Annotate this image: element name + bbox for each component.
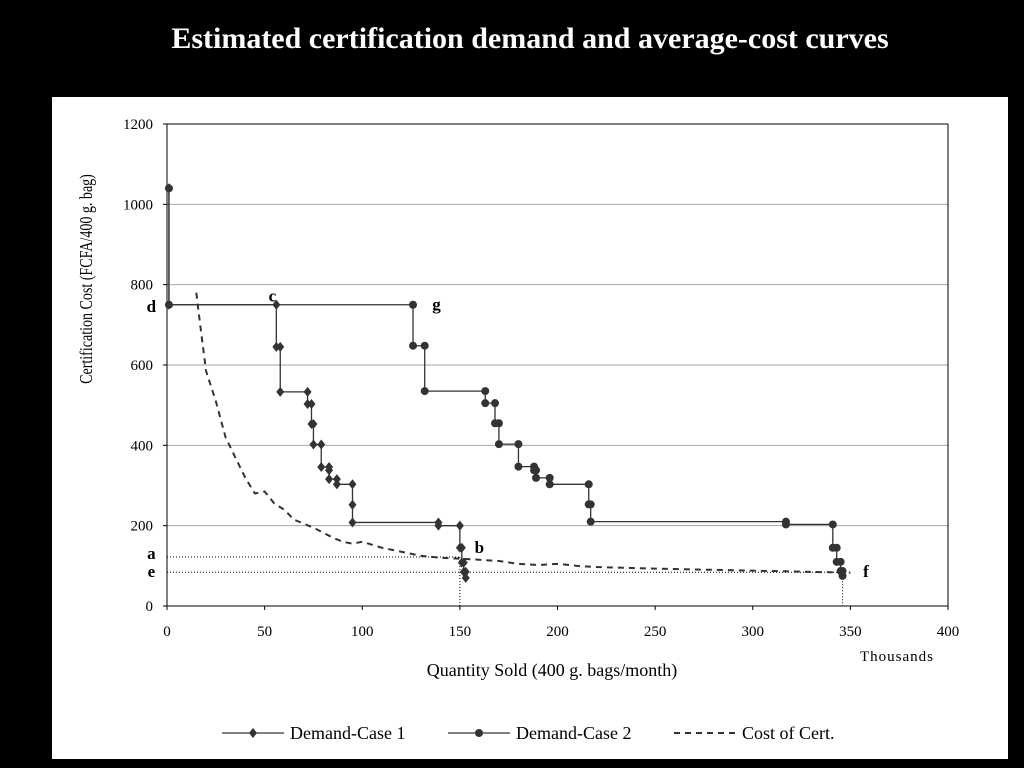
x-unit-label: Thousands: [860, 649, 934, 665]
data-point: [586, 500, 595, 509]
x-tick-label: 400: [937, 624, 960, 640]
data-point: [836, 557, 845, 566]
data-point: [481, 399, 490, 408]
legend: Demand-Case 1 Demand-Case 2 Cost of Cert.: [222, 723, 835, 743]
annotation-label: a: [147, 544, 156, 563]
x-tick-label: 200: [546, 624, 569, 640]
legend-marker: [475, 729, 483, 737]
y-tick-label: 1000: [123, 197, 153, 213]
series-line: [168, 188, 844, 576]
data-point: [545, 473, 554, 482]
annotation-label: d: [147, 297, 157, 316]
legend-item: Cost of Cert.: [674, 723, 835, 743]
data-point: [457, 542, 466, 553]
x-tick-labels: 0 50 100 150 200 250 300 350 400: [163, 606, 959, 640]
data-point: [164, 300, 173, 309]
series-demand-case-1: [164, 183, 470, 583]
y-tick-label: 200: [131, 519, 154, 535]
data-point: [494, 440, 503, 449]
data-point: [459, 557, 468, 568]
data-point: [481, 387, 490, 396]
data-point: [307, 398, 316, 409]
data-point: [317, 462, 326, 473]
x-tick-label: 350: [839, 624, 862, 640]
legend-label: Demand-Case 2: [516, 723, 631, 743]
legend-item: Demand-Case 1: [222, 723, 405, 743]
data-point: [325, 474, 334, 485]
annotations: c d g ae b f: [147, 287, 870, 581]
legend-label: Cost of Cert.: [742, 723, 835, 743]
reference-lines: [167, 556, 844, 606]
data-point: [276, 386, 285, 397]
x-tick-label: 300: [742, 624, 765, 640]
y-tick-label: 1200: [123, 117, 153, 133]
data-point: [434, 520, 443, 531]
y-tick-label: 0: [146, 599, 154, 615]
x-tick-label: 100: [351, 624, 374, 640]
y-tick-labels: 0 200 400 600 800 1000 1200: [123, 117, 167, 615]
x-tick-label: 150: [449, 624, 472, 640]
data-point: [420, 341, 429, 350]
series-line: [195, 292, 851, 574]
data-point: [303, 386, 312, 397]
data-point: [838, 571, 847, 580]
data-point: [514, 462, 523, 471]
y-tick-label: 800: [131, 278, 154, 294]
data-point: [332, 479, 341, 490]
annotation-label: g: [432, 295, 441, 314]
data-point: [545, 480, 554, 489]
annotation-label: e: [148, 562, 156, 581]
series-cost-of-cert: [195, 292, 851, 574]
annotation-label: b: [475, 538, 484, 557]
series-demand-case-2: [164, 184, 847, 580]
data-point: [832, 543, 841, 552]
data-point: [164, 184, 173, 193]
data-point: [409, 300, 418, 309]
y-axis-label: Certification Cost (FCFA/400 g. bag): [78, 174, 97, 384]
data-point: [276, 341, 285, 352]
data-point: [409, 341, 418, 350]
data-point: [586, 517, 595, 526]
data-point: [532, 466, 541, 475]
series-layer: [164, 183, 851, 583]
data-point: [532, 473, 541, 482]
data-point: [461, 572, 470, 583]
data-point: [828, 520, 837, 529]
chart-panel: 0 50 100 150 200 250 300 350 400 0 200 400 600 800 10…: [52, 97, 1008, 759]
data-point: [332, 474, 341, 485]
data-point: [348, 499, 357, 510]
y-tick-label: 400: [131, 438, 154, 454]
x-tick-label: 50: [257, 624, 272, 640]
legend-label: Demand-Case 1: [290, 723, 405, 743]
data-point: [348, 517, 357, 528]
x-tick-label: 250: [644, 624, 667, 640]
chart: 0 50 100 150 200 250 300 350 400 0 200 400 600 800 10…: [78, 117, 960, 743]
legend-marker: [249, 728, 257, 738]
data-point: [491, 399, 500, 408]
grid-lines: [167, 123, 948, 527]
data-point: [325, 465, 334, 476]
data-point: [514, 440, 523, 449]
data-point: [461, 566, 470, 577]
annotation-label: f: [863, 562, 869, 581]
x-tick-label: 0: [163, 624, 171, 640]
y-tick-label: 600: [131, 358, 154, 374]
x-axis-label: Quantity Sold (400 g. bags/month): [427, 660, 678, 681]
data-point: [420, 387, 429, 396]
series-line: [168, 188, 467, 578]
data-point: [309, 439, 318, 450]
data-point: [309, 419, 318, 430]
data-point: [584, 480, 593, 489]
slide-title: Estimated certification demand and avera…: [171, 22, 889, 55]
data-point: [455, 520, 464, 531]
data-point: [494, 419, 503, 428]
annotation-label: c: [269, 287, 277, 306]
data-point: [781, 520, 790, 529]
legend-item: Demand-Case 2: [448, 723, 631, 743]
data-point: [348, 479, 357, 490]
data-point: [317, 439, 326, 450]
